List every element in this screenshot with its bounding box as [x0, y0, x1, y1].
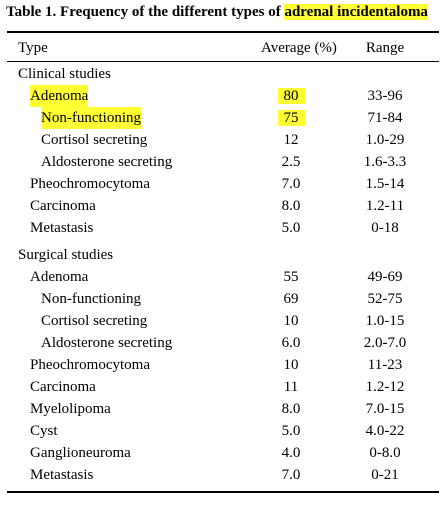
cell-type: Non-functioning [41, 291, 141, 307]
cell-average: 8.0 [281, 198, 301, 214]
table-row: Metastasis 7.0 0-21 [0, 464, 447, 486]
cell-type: Metastasis [30, 467, 94, 483]
header-type: Type [18, 40, 48, 56]
cell-type: Carcinoma [30, 379, 96, 395]
cell-average: 55 [283, 269, 299, 285]
cell-range: 0-8.0 [369, 445, 401, 461]
cell-average: 5.0 [281, 423, 301, 439]
cell-type: Adenoma [30, 85, 89, 107]
cell-type: Carcinoma [30, 198, 96, 214]
cell-type: Ganglioneuroma [30, 445, 131, 461]
cell-type: Cortisol secreting [41, 132, 148, 148]
cell-average: 10 [283, 357, 299, 373]
cell-range: 71-84 [367, 110, 403, 126]
table-caption: Table 1. Frequency of the different type… [6, 3, 428, 21]
cell-average: 7.0 [281, 467, 301, 483]
cell-type: Aldosterone secreting [41, 154, 173, 170]
cell-range: 1.2-11 [365, 198, 405, 214]
cell-type: Cortisol secreting [41, 313, 148, 329]
section-title: Clinical studies [0, 63, 447, 85]
cell-type: Non-functioning [41, 107, 141, 129]
cell-average-highlight: 80 [277, 88, 305, 104]
cell-range: 2.0-7.0 [363, 335, 407, 351]
table-row: Cyst 5.0 4.0-22 [0, 420, 447, 442]
cell-type: Myelolipoma [30, 401, 111, 417]
section-title-label: Clinical studies [18, 66, 111, 82]
cell-type: Aldosterone secreting [41, 335, 173, 351]
table-row: Pheochromocytoma 10 11-23 [0, 354, 447, 376]
table-row: Carcinoma 11 1.2-12 [0, 376, 447, 398]
cell-range: 0-18 [371, 220, 399, 236]
top-rule [7, 31, 439, 33]
table-row: Non-functioning 75 71-84 [0, 107, 447, 129]
cell-average: 7.0 [281, 176, 301, 192]
cell-type: Metastasis [30, 220, 94, 236]
cell-average: 69 [283, 291, 299, 307]
table-row: Carcinoma 8.0 1.2-11 [0, 195, 447, 217]
cell-average: 4.0 [281, 445, 301, 461]
table-row: Ganglioneuroma 4.0 0-8.0 [0, 442, 447, 464]
cell-range: 33-96 [367, 88, 403, 104]
cell-range: 1.5-14 [365, 176, 405, 192]
table-row: Metastasis 5.0 0-18 [0, 217, 447, 239]
cell-range: 1.0-15 [365, 313, 405, 329]
cell-average: 2.5 [281, 154, 301, 170]
table-row: Aldosterone secreting 6.0 2.0-7.0 [0, 332, 447, 354]
cell-average: 10 [283, 313, 299, 329]
cell-type: Cyst [30, 423, 58, 439]
cell-average-highlight: 75 [277, 110, 305, 126]
header-rule [7, 61, 439, 62]
cell-type: Pheochromocytoma [30, 357, 150, 373]
table-row: Non-functioning 69 52-75 [0, 288, 447, 310]
table-row: Adenoma 55 49-69 [0, 266, 447, 288]
header-range: Range [365, 40, 405, 56]
table-row: Cortisol secreting 12 1.0-29 [0, 129, 447, 151]
cell-range: 7.0-15 [365, 401, 405, 417]
cell-range: 52-75 [367, 291, 403, 307]
caption-highlight: adrenal incidentaloma [284, 4, 428, 20]
cell-range: 49-69 [367, 269, 403, 285]
header-row: Type Average (%) Range [0, 37, 447, 59]
cell-average: 80 [261, 85, 321, 107]
cell-average: 6.0 [281, 335, 301, 351]
cell-range: 1.6-3.3 [363, 154, 407, 170]
section-title: Surgical studies [0, 244, 447, 266]
cell-range: 0-21 [371, 467, 399, 483]
cell-average: 5.0 [281, 220, 301, 236]
cell-average: 12 [283, 132, 299, 148]
table-row: Myelolipoma 8.0 7.0-15 [0, 398, 447, 420]
cell-average: 11 [283, 379, 299, 395]
table-row: Pheochromocytoma 7.0 1.5-14 [0, 173, 447, 195]
table-row: Aldosterone secreting 2.5 1.6-3.3 [0, 151, 447, 173]
cell-type: Adenoma [30, 269, 89, 285]
cell-average: 75 [261, 107, 321, 129]
cell-range: 11-23 [367, 357, 403, 373]
cell-range: 4.0-22 [365, 423, 405, 439]
cell-type: Pheochromocytoma [30, 176, 150, 192]
table-row: Cortisol secreting 10 1.0-15 [0, 310, 447, 332]
caption-text: Table 1. Frequency of the different type… [6, 4, 285, 20]
cell-range: 1.2-12 [365, 379, 405, 395]
cell-average: 8.0 [281, 401, 301, 417]
section-title-label: Surgical studies [18, 247, 114, 263]
header-average: Average (%) [261, 40, 337, 56]
bottom-rule [7, 491, 439, 493]
table-row: Adenoma 80 33-96 [0, 85, 447, 107]
cell-range: 1.0-29 [365, 132, 405, 148]
